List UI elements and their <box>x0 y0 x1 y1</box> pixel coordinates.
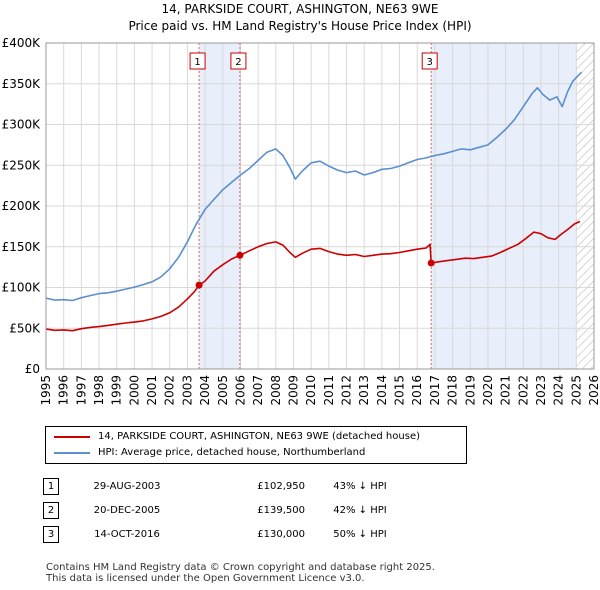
legend-swatch-property <box>54 436 90 438</box>
sale-number-badge: 1 <box>43 477 59 495</box>
x-tick-label: 1999 <box>110 375 124 406</box>
sale-price: £102,950 <box>257 480 305 492</box>
chart-subtitle: Price paid vs. HM Land Registry's House … <box>128 19 471 33</box>
sale-price: £130,000 <box>257 528 305 540</box>
sale-date: 29-AUG-2003 <box>93 480 161 492</box>
y-tick-label: £0 <box>25 362 40 376</box>
x-tick-label: 2020 <box>481 375 495 406</box>
footer-copyright: Contains HM Land Registry data © Crown c… <box>46 562 435 573</box>
table-row: 3 14-OCT-2016 £130,000 50% ↓ HPI <box>43 522 415 546</box>
y-tick-label: £400K <box>2 36 42 50</box>
sale-label-box <box>421 52 438 70</box>
sale-hpi-diff: 43% ↓ HPI <box>333 480 387 492</box>
sale-number-badge: 2 <box>43 501 59 519</box>
y-tick-label: £250K <box>2 158 42 172</box>
sale-point <box>195 281 203 289</box>
x-tick-label: 2015 <box>393 375 407 406</box>
x-tick-label: 2002 <box>163 375 177 406</box>
x-tick-label: 1996 <box>57 375 71 406</box>
property-price-line <box>45 220 581 332</box>
sale-label-text: 3 <box>427 57 433 68</box>
sale-date: 20-DEC-2005 <box>93 504 161 516</box>
legend-label-property: 14, PARKSIDE COURT, ASHINGTON, NE63 9WE … <box>98 431 420 442</box>
sale-date: 14-OCT-2016 <box>94 528 160 540</box>
y-tick-label: £200K <box>2 199 42 213</box>
y-tick-label: £100K <box>2 281 42 295</box>
x-tick-label: 2000 <box>127 375 141 406</box>
sale-point <box>427 259 435 267</box>
x-tick-label: 1998 <box>92 375 106 406</box>
sale-hpi-diff: 42% ↓ HPI <box>333 504 387 516</box>
x-tick-label: 2013 <box>357 375 371 406</box>
hpi-line <box>45 71 583 302</box>
x-tick-label: 2010 <box>304 375 318 406</box>
x-tick-label: 2001 <box>145 375 159 406</box>
x-tick-label: 2023 <box>534 375 548 406</box>
table-row: 1 29-AUG-2003 £102,950 43% ↓ HPI <box>43 474 415 498</box>
legend-label-hpi: HPI: Average price, detached house, Nort… <box>98 447 366 458</box>
sale-number-badge: 3 <box>43 525 59 543</box>
x-tick-label: 2009 <box>286 375 300 406</box>
price-chart: 14, PARKSIDE COURT, ASHINGTON, NE63 9WE … <box>2 2 600 406</box>
x-tick-label: 1997 <box>74 375 88 406</box>
x-tick-label: 2022 <box>516 375 530 406</box>
sale-label-box <box>189 52 206 70</box>
transactions-table: 1 29-AUG-2003 £102,950 43% ↓ HPI 2 20-DE… <box>43 474 415 546</box>
x-tick-label: 2025 <box>569 375 583 406</box>
x-tick-label: 2021 <box>499 375 513 406</box>
x-tick-label: 2011 <box>322 375 336 406</box>
x-tick-label: 2004 <box>198 375 212 406</box>
x-tick-label: 2024 <box>552 375 566 406</box>
footer: Contains HM Land Registry data © Crown c… <box>46 562 435 584</box>
x-tick-label: 2012 <box>340 375 354 406</box>
sale-label-text: 2 <box>235 57 241 68</box>
x-tick-label: 1995 <box>39 375 53 406</box>
y-tick-label: £300K <box>2 118 42 132</box>
y-tick-label: £50K <box>9 321 41 335</box>
x-tick-label: 2005 <box>216 375 230 406</box>
x-tick-label: 2016 <box>410 375 424 406</box>
legend: 14, PARKSIDE COURT, ASHINGTON, NE63 9WE … <box>45 426 467 464</box>
x-tick-label: 2008 <box>269 375 283 406</box>
y-tick-label: £350K <box>2 77 42 91</box>
footer-license: This data is licensed under the Open Gov… <box>46 573 365 584</box>
x-tick-label: 2007 <box>251 375 265 406</box>
sale-hpi-diff: 50% ↓ HPI <box>333 528 387 540</box>
x-tick-label: 2003 <box>180 375 194 406</box>
plot-border <box>45 42 595 370</box>
sale-point <box>236 251 244 259</box>
legend-swatch-hpi <box>54 452 90 454</box>
x-tick-label: 2026 <box>587 375 600 406</box>
x-tick-label: 2006 <box>233 375 247 406</box>
sale-label-text: 1 <box>194 57 200 68</box>
x-tick-label: 2018 <box>446 375 460 406</box>
chart-title: 14, PARKSIDE COURT, ASHINGTON, NE63 9WE <box>162 2 439 16</box>
sale-price: £139,500 <box>257 504 305 516</box>
x-tick-label: 2017 <box>428 375 442 406</box>
x-tick-label: 2014 <box>375 375 389 406</box>
x-tick-label: 2019 <box>463 375 477 406</box>
y-tick-label: £150K <box>2 240 42 254</box>
table-row: 2 20-DEC-2005 £139,500 42% ↓ HPI <box>43 498 415 522</box>
sale-label-box <box>230 52 247 70</box>
